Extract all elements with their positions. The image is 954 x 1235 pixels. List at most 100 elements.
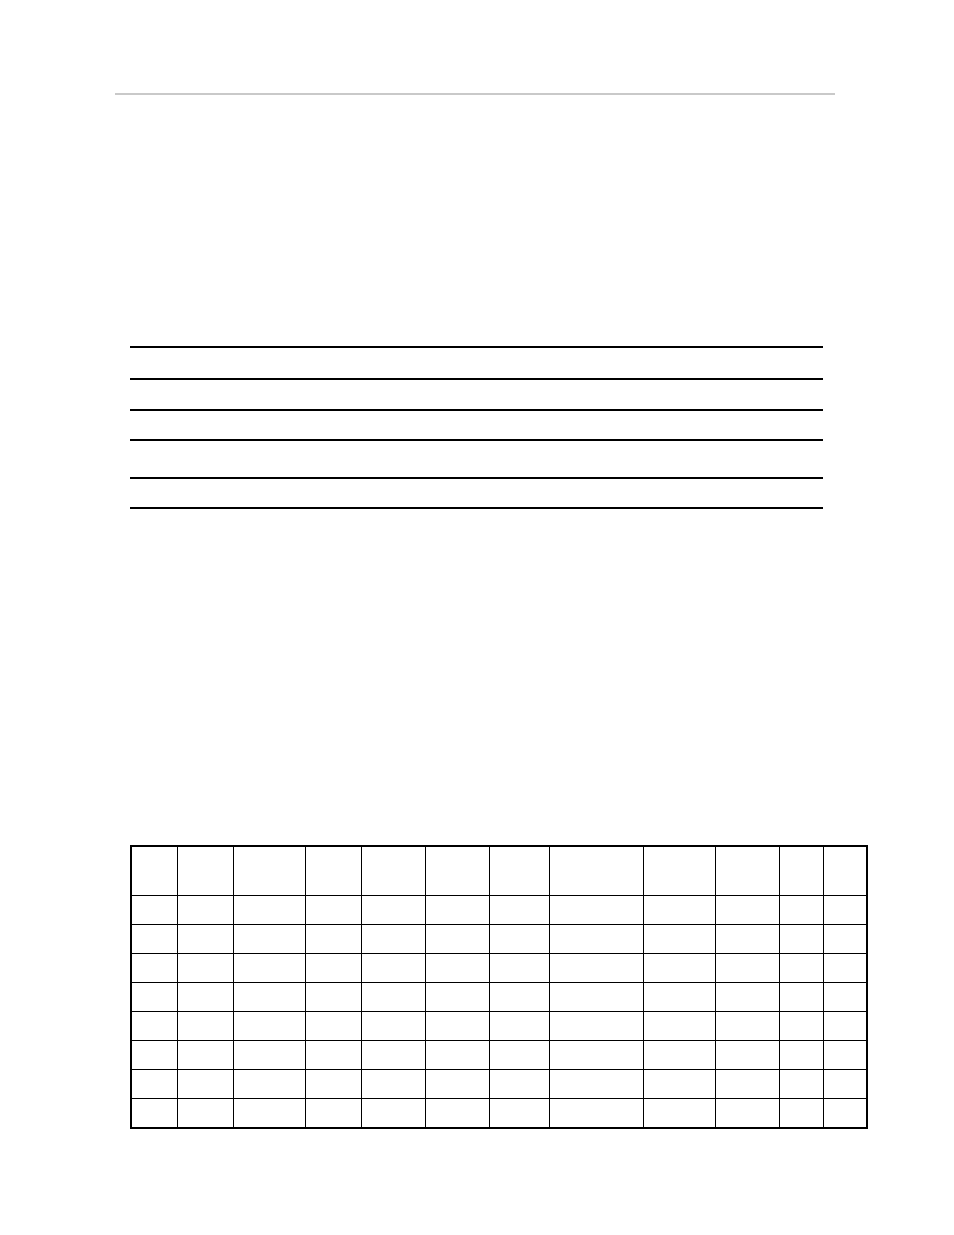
table-cell xyxy=(715,896,779,925)
table-cell xyxy=(233,896,305,925)
table-cell xyxy=(305,925,361,954)
table-cell xyxy=(361,954,425,983)
table-cell xyxy=(489,983,549,1012)
table-cell xyxy=(131,1012,177,1041)
table-row xyxy=(131,954,867,983)
table-row xyxy=(131,1041,867,1070)
table-header-cell xyxy=(823,846,867,896)
table-cell xyxy=(489,925,549,954)
table-cell xyxy=(425,954,489,983)
table-row xyxy=(131,1070,867,1099)
table-cell xyxy=(549,896,643,925)
table-cell xyxy=(779,954,823,983)
table-cell xyxy=(643,1070,715,1099)
table-cell xyxy=(779,925,823,954)
table-row xyxy=(131,1099,867,1129)
table-cell xyxy=(305,896,361,925)
table-cell xyxy=(305,1041,361,1070)
table-cell xyxy=(233,1041,305,1070)
table-cell xyxy=(643,954,715,983)
table-header-cell xyxy=(361,846,425,896)
table-header-cell xyxy=(233,846,305,896)
table-header-row xyxy=(131,846,867,896)
table-cell xyxy=(549,1070,643,1099)
table-cell xyxy=(131,1099,177,1129)
table-cell xyxy=(131,925,177,954)
table-cell xyxy=(177,954,233,983)
table-header-cell xyxy=(779,846,823,896)
table-cell xyxy=(425,925,489,954)
table-cell xyxy=(823,925,867,954)
horizontal-rule xyxy=(130,346,823,348)
table-cell xyxy=(779,896,823,925)
table-cell xyxy=(425,1099,489,1129)
table-cell xyxy=(131,954,177,983)
table-header-cell xyxy=(305,846,361,896)
table-cell xyxy=(643,1099,715,1129)
table-cell xyxy=(177,1012,233,1041)
table-cell xyxy=(643,1041,715,1070)
table-cell xyxy=(823,983,867,1012)
table-cell xyxy=(305,1070,361,1099)
table-cell xyxy=(131,1041,177,1070)
table-cell xyxy=(131,1070,177,1099)
table-cell xyxy=(489,954,549,983)
horizontal-rule xyxy=(130,439,823,441)
table-cell xyxy=(549,1012,643,1041)
table-cell xyxy=(233,1070,305,1099)
table-row xyxy=(131,1012,867,1041)
table-header-cell xyxy=(715,846,779,896)
table-row xyxy=(131,983,867,1012)
table-cell xyxy=(715,954,779,983)
table-cell xyxy=(177,896,233,925)
table-cell xyxy=(361,1041,425,1070)
horizontal-rule xyxy=(130,378,823,380)
table-cell xyxy=(233,983,305,1012)
table-cell xyxy=(715,925,779,954)
table-cell xyxy=(177,1070,233,1099)
table-cell xyxy=(361,1012,425,1041)
table-cell xyxy=(823,896,867,925)
table-cell xyxy=(823,954,867,983)
table-cell xyxy=(233,1099,305,1129)
table-cell xyxy=(823,1041,867,1070)
table-cell xyxy=(643,896,715,925)
table-cell xyxy=(715,1041,779,1070)
table-cell xyxy=(779,1070,823,1099)
table-cell xyxy=(715,1012,779,1041)
data-table xyxy=(130,845,868,1129)
table-cell xyxy=(779,1099,823,1129)
table-cell xyxy=(823,1012,867,1041)
table-cell xyxy=(489,1070,549,1099)
table-cell xyxy=(177,925,233,954)
table-cell xyxy=(549,1041,643,1070)
table-header-cell xyxy=(177,846,233,896)
table-cell xyxy=(643,1012,715,1041)
table-cell xyxy=(823,1099,867,1129)
table-cell xyxy=(305,954,361,983)
table-cell xyxy=(361,925,425,954)
table-cell xyxy=(823,1070,867,1099)
horizontal-rule xyxy=(130,507,823,509)
table-cell xyxy=(779,983,823,1012)
table-cell xyxy=(549,1099,643,1129)
table-cell xyxy=(549,954,643,983)
table-cell xyxy=(715,983,779,1012)
table-cell xyxy=(361,896,425,925)
header-divider xyxy=(115,93,835,95)
table-cell xyxy=(177,1099,233,1129)
table-cell xyxy=(361,983,425,1012)
table-cell xyxy=(425,1070,489,1099)
table-cell xyxy=(779,1012,823,1041)
table-cell xyxy=(177,983,233,1012)
table-cell xyxy=(305,1099,361,1129)
table-cell xyxy=(715,1070,779,1099)
table-grid xyxy=(130,845,868,1129)
table-row xyxy=(131,925,867,954)
page xyxy=(0,0,954,1235)
table-cell xyxy=(779,1041,823,1070)
table-cell xyxy=(233,925,305,954)
table-cell xyxy=(425,896,489,925)
table-cell xyxy=(305,1012,361,1041)
table-cell xyxy=(233,1012,305,1041)
